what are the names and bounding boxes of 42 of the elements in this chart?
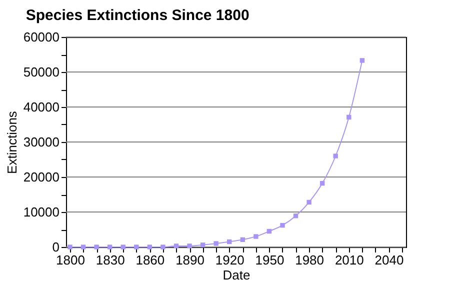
point	[120, 244, 126, 250]
x-tick-label: 1830	[96, 252, 125, 268]
y-tick-label: 60000	[23, 30, 60, 44]
point	[266, 228, 272, 234]
point	[214, 241, 218, 246]
x-tick-label: 1950	[255, 252, 284, 268]
point	[306, 200, 312, 205]
point	[200, 242, 206, 248]
x-tick-label: 2010	[334, 252, 364, 268]
point	[134, 244, 139, 250]
x-tick-label: 2040	[374, 252, 404, 268]
x-tick-label: 1860	[136, 252, 165, 268]
point	[107, 244, 112, 250]
point	[68, 244, 72, 250]
point	[293, 214, 298, 218]
point	[240, 237, 245, 242]
point	[360, 58, 365, 63]
point	[80, 244, 86, 250]
x-axis-title: Date	[222, 268, 250, 282]
x-tick-label: 1890	[176, 252, 204, 268]
point	[280, 222, 285, 228]
y-tick-label: 50000	[23, 64, 60, 80]
y-tick-label: 40000	[23, 100, 60, 114]
point	[254, 234, 258, 239]
x-tick-label: 1920	[215, 252, 244, 268]
y-tick-label: 0	[52, 240, 60, 254]
point	[320, 180, 325, 186]
y-tick-label: 30000	[23, 134, 60, 150]
point	[346, 114, 352, 120]
y-axis-title: Extinctions	[4, 110, 20, 174]
y-tick-label: 10000	[23, 204, 60, 220]
x-tick-label: 1980	[295, 252, 324, 268]
point	[174, 244, 179, 248]
point	[94, 244, 99, 250]
x-tick-label: 1800	[56, 252, 85, 268]
point	[147, 244, 152, 250]
point	[227, 239, 232, 244]
point	[333, 154, 338, 158]
point	[160, 244, 166, 250]
point	[187, 244, 192, 248]
chart-title: Species Extinctions Since 1800	[26, 7, 250, 24]
y-tick-label: 20000	[23, 170, 60, 184]
